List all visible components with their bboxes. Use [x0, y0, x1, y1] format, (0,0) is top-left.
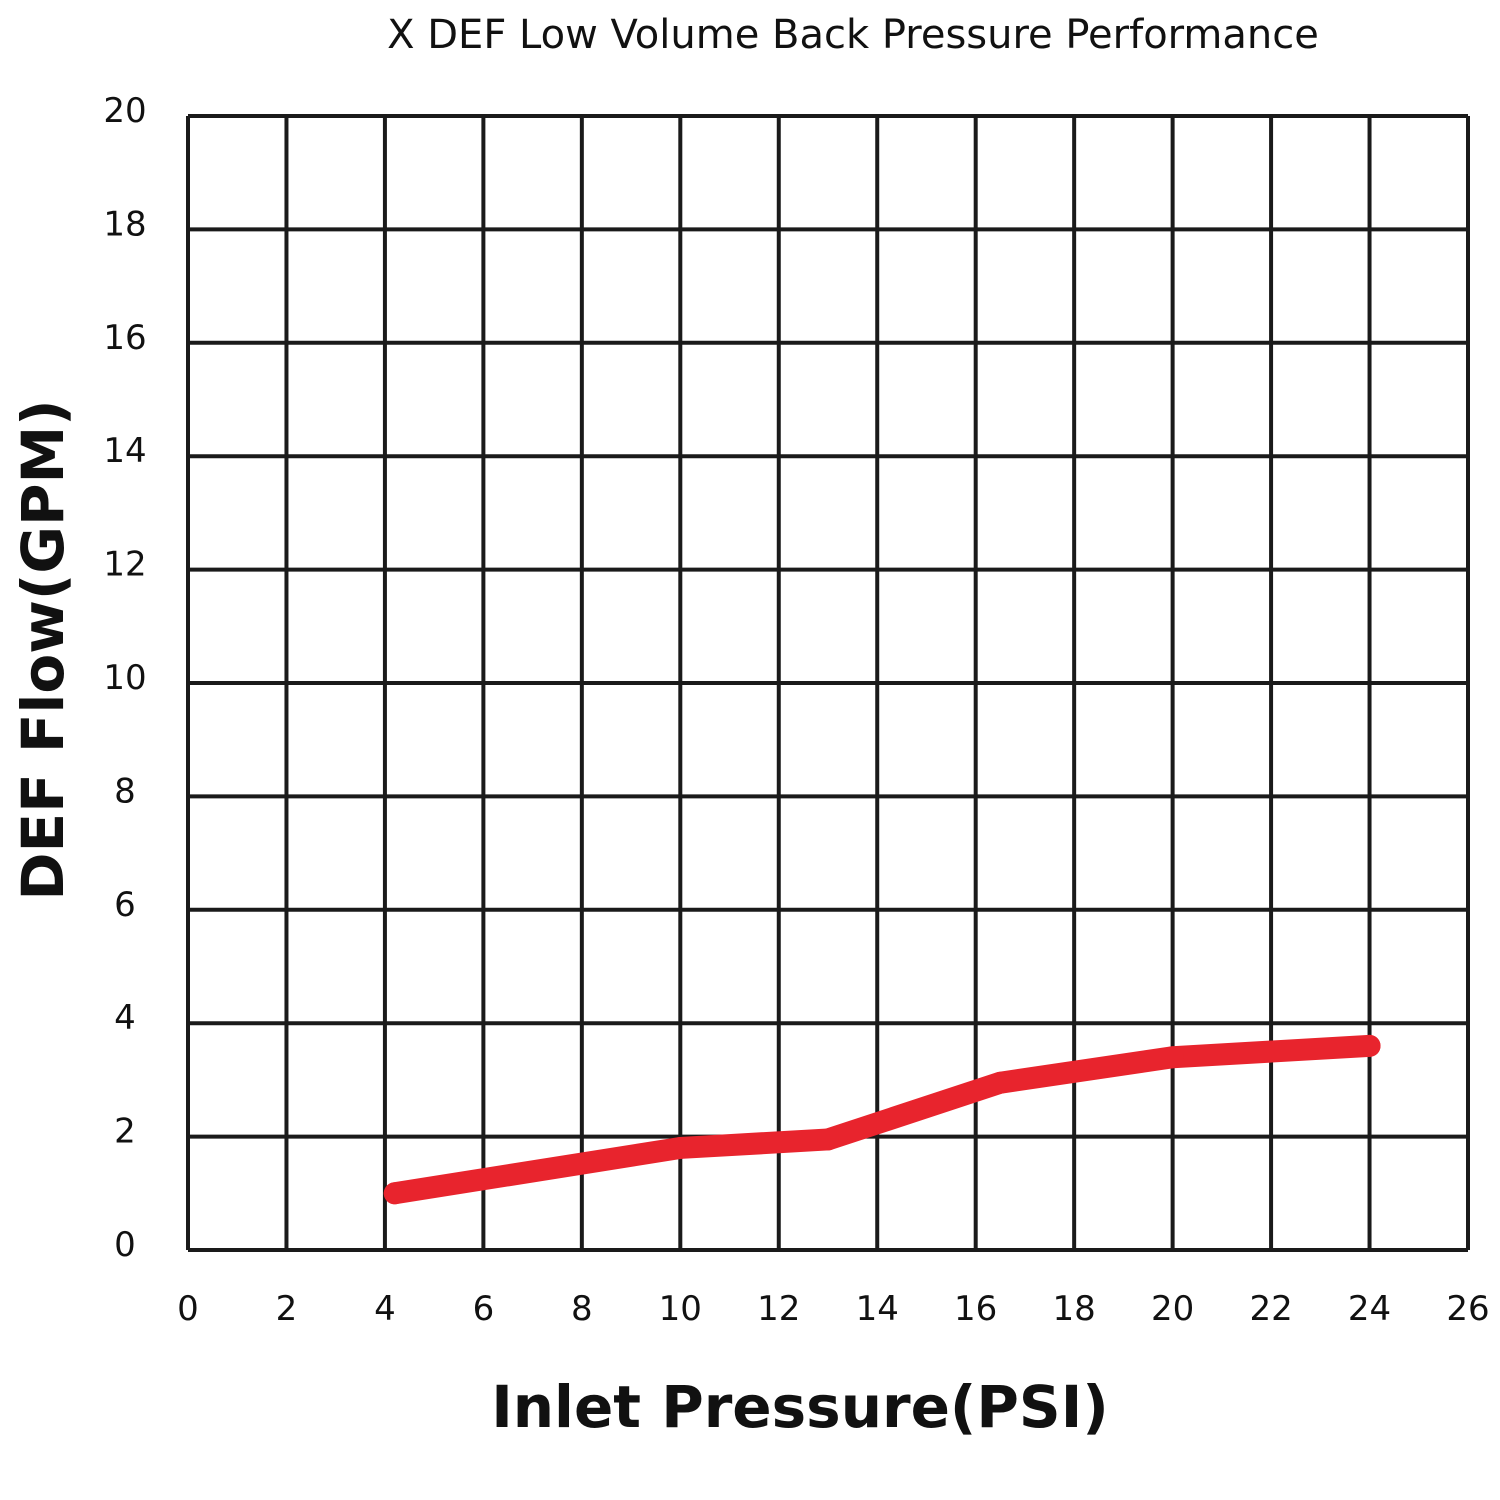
x-tick-label: 6: [473, 1289, 495, 1329]
grid: [186, 114, 1470, 1252]
series-line: [383, 1034, 1381, 1205]
chart-title: X DEF Low Volume Back Pressure Performan…: [387, 12, 1319, 58]
x-tick-label: 18: [1053, 1289, 1096, 1329]
y-tick-label: 12: [103, 545, 146, 585]
x-tick-label: 20: [1151, 1289, 1194, 1329]
x-tick-label: 2: [276, 1289, 298, 1329]
y-tick-label: 14: [103, 431, 146, 471]
data-point: [817, 1128, 839, 1151]
x-tick-label: 24: [1348, 1289, 1391, 1329]
y-tick-label: 2: [114, 1112, 136, 1152]
x-tick-label: 12: [757, 1289, 800, 1329]
y-tick-label: 4: [114, 998, 136, 1038]
x-axis-title: Inlet Pressure(PSI): [491, 1373, 1109, 1441]
y-tick-labels: 0 2 4 6 8 10 12 14 16 18 20: [103, 91, 146, 1265]
x-tick-label: 8: [571, 1289, 593, 1329]
y-tick-label: 8: [114, 771, 136, 811]
data-point: [1358, 1034, 1381, 1057]
y-tick-label: 16: [103, 318, 146, 358]
x-tick-labels: 0 2 4 6 8 10 12 14 16 18 20 22 24 26: [177, 1289, 1489, 1329]
y-tick-label: 6: [114, 885, 136, 925]
x-tick-label: 0: [177, 1289, 199, 1329]
y-tick-label: 10: [103, 658, 146, 698]
x-tick-label: 14: [856, 1289, 899, 1329]
x-tick-label: 26: [1446, 1289, 1489, 1329]
y-tick-label: 0: [114, 1225, 136, 1265]
series-layer: [383, 1034, 1381, 1205]
y-tick-label: 20: [103, 91, 146, 131]
y-tick-label: 18: [103, 204, 146, 244]
x-tick-label: 4: [374, 1289, 396, 1329]
y-axis-title: DEF Flow(GPM): [9, 399, 77, 900]
x-tick-label: 10: [659, 1289, 702, 1329]
x-tick-label: 22: [1249, 1289, 1292, 1329]
data-point: [989, 1071, 1012, 1094]
data-point: [1161, 1046, 1184, 1069]
data-point: [669, 1136, 692, 1159]
x-tick-label: 16: [954, 1289, 997, 1329]
data-point: [383, 1182, 406, 1205]
